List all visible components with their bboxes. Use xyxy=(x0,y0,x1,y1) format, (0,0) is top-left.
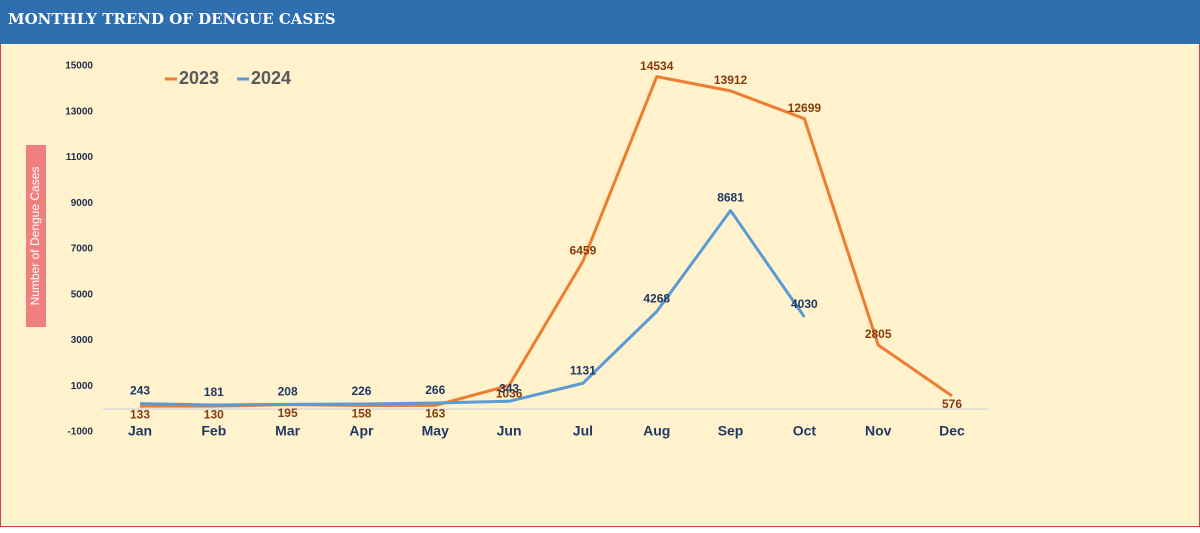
header-bar xyxy=(0,0,1200,44)
data-label: 226 xyxy=(351,384,371,398)
data-label: 195 xyxy=(278,406,298,420)
data-label: 1036 xyxy=(496,387,523,401)
y-tick-label: 11000 xyxy=(66,152,94,163)
data-label: 133 xyxy=(130,407,150,421)
y-tick-label: 5000 xyxy=(71,289,94,300)
x-tick-label: Oct xyxy=(793,423,817,439)
data-label: 208 xyxy=(278,385,298,399)
data-label: 6459 xyxy=(570,244,597,258)
x-tick-label: Jun xyxy=(497,423,522,439)
chart-title: MONTHLY TREND OF DENGUE CASES xyxy=(8,10,336,28)
x-tick-label: Dec xyxy=(939,423,965,439)
legend-label: 2023 xyxy=(179,68,219,88)
x-tick-label: Nov xyxy=(865,423,892,439)
y-tick-label: -1000 xyxy=(67,427,93,438)
data-label: 130 xyxy=(204,407,224,421)
data-label: 4268 xyxy=(643,292,670,306)
y-axis-label: Number of Dengue Cases xyxy=(28,167,42,306)
y-tick-label: 15000 xyxy=(65,61,93,72)
data-label: 576 xyxy=(942,397,962,411)
data-label: 266 xyxy=(425,383,445,397)
y-tick-label: 13000 xyxy=(65,106,93,117)
data-label: 158 xyxy=(351,407,371,421)
data-label: 14534 xyxy=(640,59,674,73)
data-label: 1131 xyxy=(570,363,596,377)
data-label: 13912 xyxy=(714,73,748,87)
x-tick-label: Mar xyxy=(275,423,300,439)
x-tick-label: Jan xyxy=(128,423,152,439)
y-tick-label: 7000 xyxy=(71,244,94,255)
data-label: 2805 xyxy=(865,327,892,341)
y-tick-label: 3000 xyxy=(71,335,94,346)
data-label: 163 xyxy=(425,407,445,421)
x-tick-label: Apr xyxy=(349,423,374,439)
series-line xyxy=(139,209,806,407)
y-tick-label: 1000 xyxy=(71,381,94,392)
data-label: 4030 xyxy=(791,297,818,311)
legend-label: 2024 xyxy=(251,68,291,88)
data-label: 12699 xyxy=(788,101,822,115)
x-tick-label: Feb xyxy=(201,423,226,439)
x-tick-label: Jul xyxy=(573,423,593,439)
data-label: 243 xyxy=(130,384,150,398)
x-tick-label: Aug xyxy=(643,423,670,439)
x-tick-label: Sep xyxy=(718,423,744,439)
data-label: 8681 xyxy=(717,191,744,205)
data-label: 181 xyxy=(204,385,224,399)
data-label: 343 xyxy=(499,381,519,395)
y-label-box xyxy=(26,145,46,327)
y-tick-label: 9000 xyxy=(71,198,94,209)
x-tick-label: May xyxy=(422,423,449,439)
